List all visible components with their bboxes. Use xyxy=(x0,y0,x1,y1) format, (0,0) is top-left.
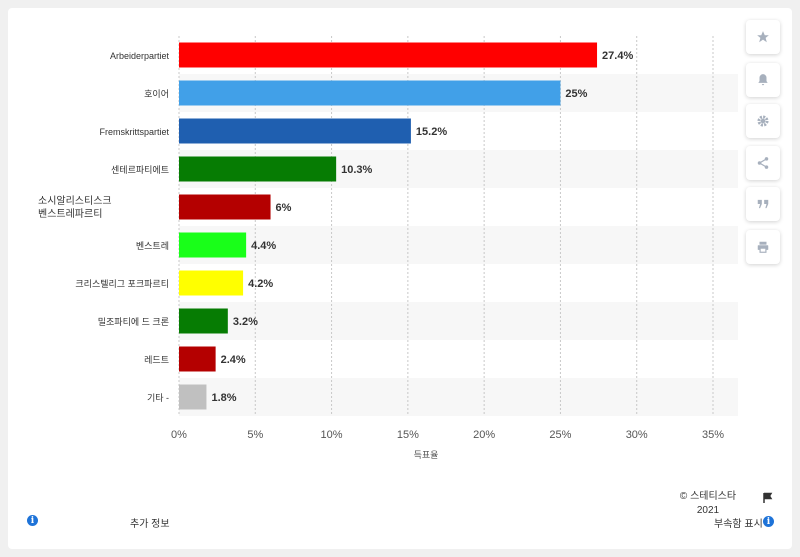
gear-icon xyxy=(757,115,769,127)
bar-value-label: 2.4% xyxy=(221,354,246,366)
bar-value-label: 10.3% xyxy=(341,164,372,176)
star-icon xyxy=(757,31,769,43)
category-label: 밀조파티에 드 크론 xyxy=(98,316,169,327)
source-credit[interactable]: © 스테티스타 2021 xyxy=(679,491,737,516)
bar-value-label: 4.4% xyxy=(251,240,276,252)
x-tick-label: 20% xyxy=(473,429,495,441)
cite-button[interactable] xyxy=(746,187,780,221)
bar xyxy=(179,42,598,68)
category-label: 소시알리스티스크 벤스트레파르티 xyxy=(38,195,112,220)
x-tick-label: 5% xyxy=(247,429,263,441)
quote-icon xyxy=(757,199,769,209)
row-band xyxy=(179,226,738,264)
settings-button[interactable] xyxy=(746,104,780,138)
print-icon xyxy=(757,241,769,253)
bar-value-label: 4.2% xyxy=(248,278,273,290)
bell-icon xyxy=(758,74,768,86)
bar-value-label: 6% xyxy=(276,202,292,214)
category-label: 크리스텔리그 포크파르티 xyxy=(75,278,169,289)
bar-value-label: 15.2% xyxy=(416,126,447,138)
x-tick-label: 30% xyxy=(626,429,648,441)
x-tick-label: 25% xyxy=(549,429,571,441)
bar xyxy=(179,118,411,144)
bar xyxy=(179,384,207,410)
bar-value-label: 1.8% xyxy=(211,392,236,404)
x-tick-label: 35% xyxy=(702,429,724,441)
row-band xyxy=(179,302,738,340)
bar xyxy=(179,346,216,372)
flag-icon[interactable] xyxy=(762,491,774,509)
x-tick-label: 0% xyxy=(171,429,187,441)
x-axis-title: 득표율 xyxy=(414,450,439,460)
bar xyxy=(179,156,337,182)
bar xyxy=(179,80,561,106)
x-tick-label: 15% xyxy=(397,429,419,441)
source-info-icon[interactable]: i xyxy=(763,516,774,527)
more-info-link[interactable]: 추가 정보 xyxy=(130,519,170,530)
category-label: 센테르파티에트 xyxy=(111,165,169,175)
show-source-link[interactable]: 부속함 표시 xyxy=(714,519,763,530)
print-button[interactable] xyxy=(746,230,780,264)
bar-value-label: 3.2% xyxy=(233,316,258,328)
bar-chart: 0% 5% 10% 15% 20% 25% 30% 35% 27.4% Arbeiderparti… xyxy=(38,36,738,460)
bar xyxy=(179,232,247,258)
category-label: 레드트 xyxy=(144,355,169,365)
share-button[interactable] xyxy=(746,146,780,180)
bar xyxy=(179,270,244,296)
favorite-button[interactable] xyxy=(746,20,780,54)
bar-value-label: 27.4% xyxy=(602,50,633,62)
notification-button[interactable] xyxy=(746,63,780,97)
category-label: 호이어 xyxy=(144,89,169,99)
x-tick-label: 10% xyxy=(321,429,343,441)
category-label: Arbeiderpartiet xyxy=(110,51,170,61)
share-icon xyxy=(757,157,769,169)
category-label: 기타 - xyxy=(147,393,169,403)
bar-value-label: 25% xyxy=(565,88,587,100)
bar xyxy=(179,194,271,220)
bar xyxy=(179,308,228,334)
category-label: 벤스트레 xyxy=(136,241,169,251)
info-icon[interactable]: i xyxy=(27,515,38,526)
row-band xyxy=(179,378,738,416)
category-label: Fremskrittspartiet xyxy=(99,127,169,137)
